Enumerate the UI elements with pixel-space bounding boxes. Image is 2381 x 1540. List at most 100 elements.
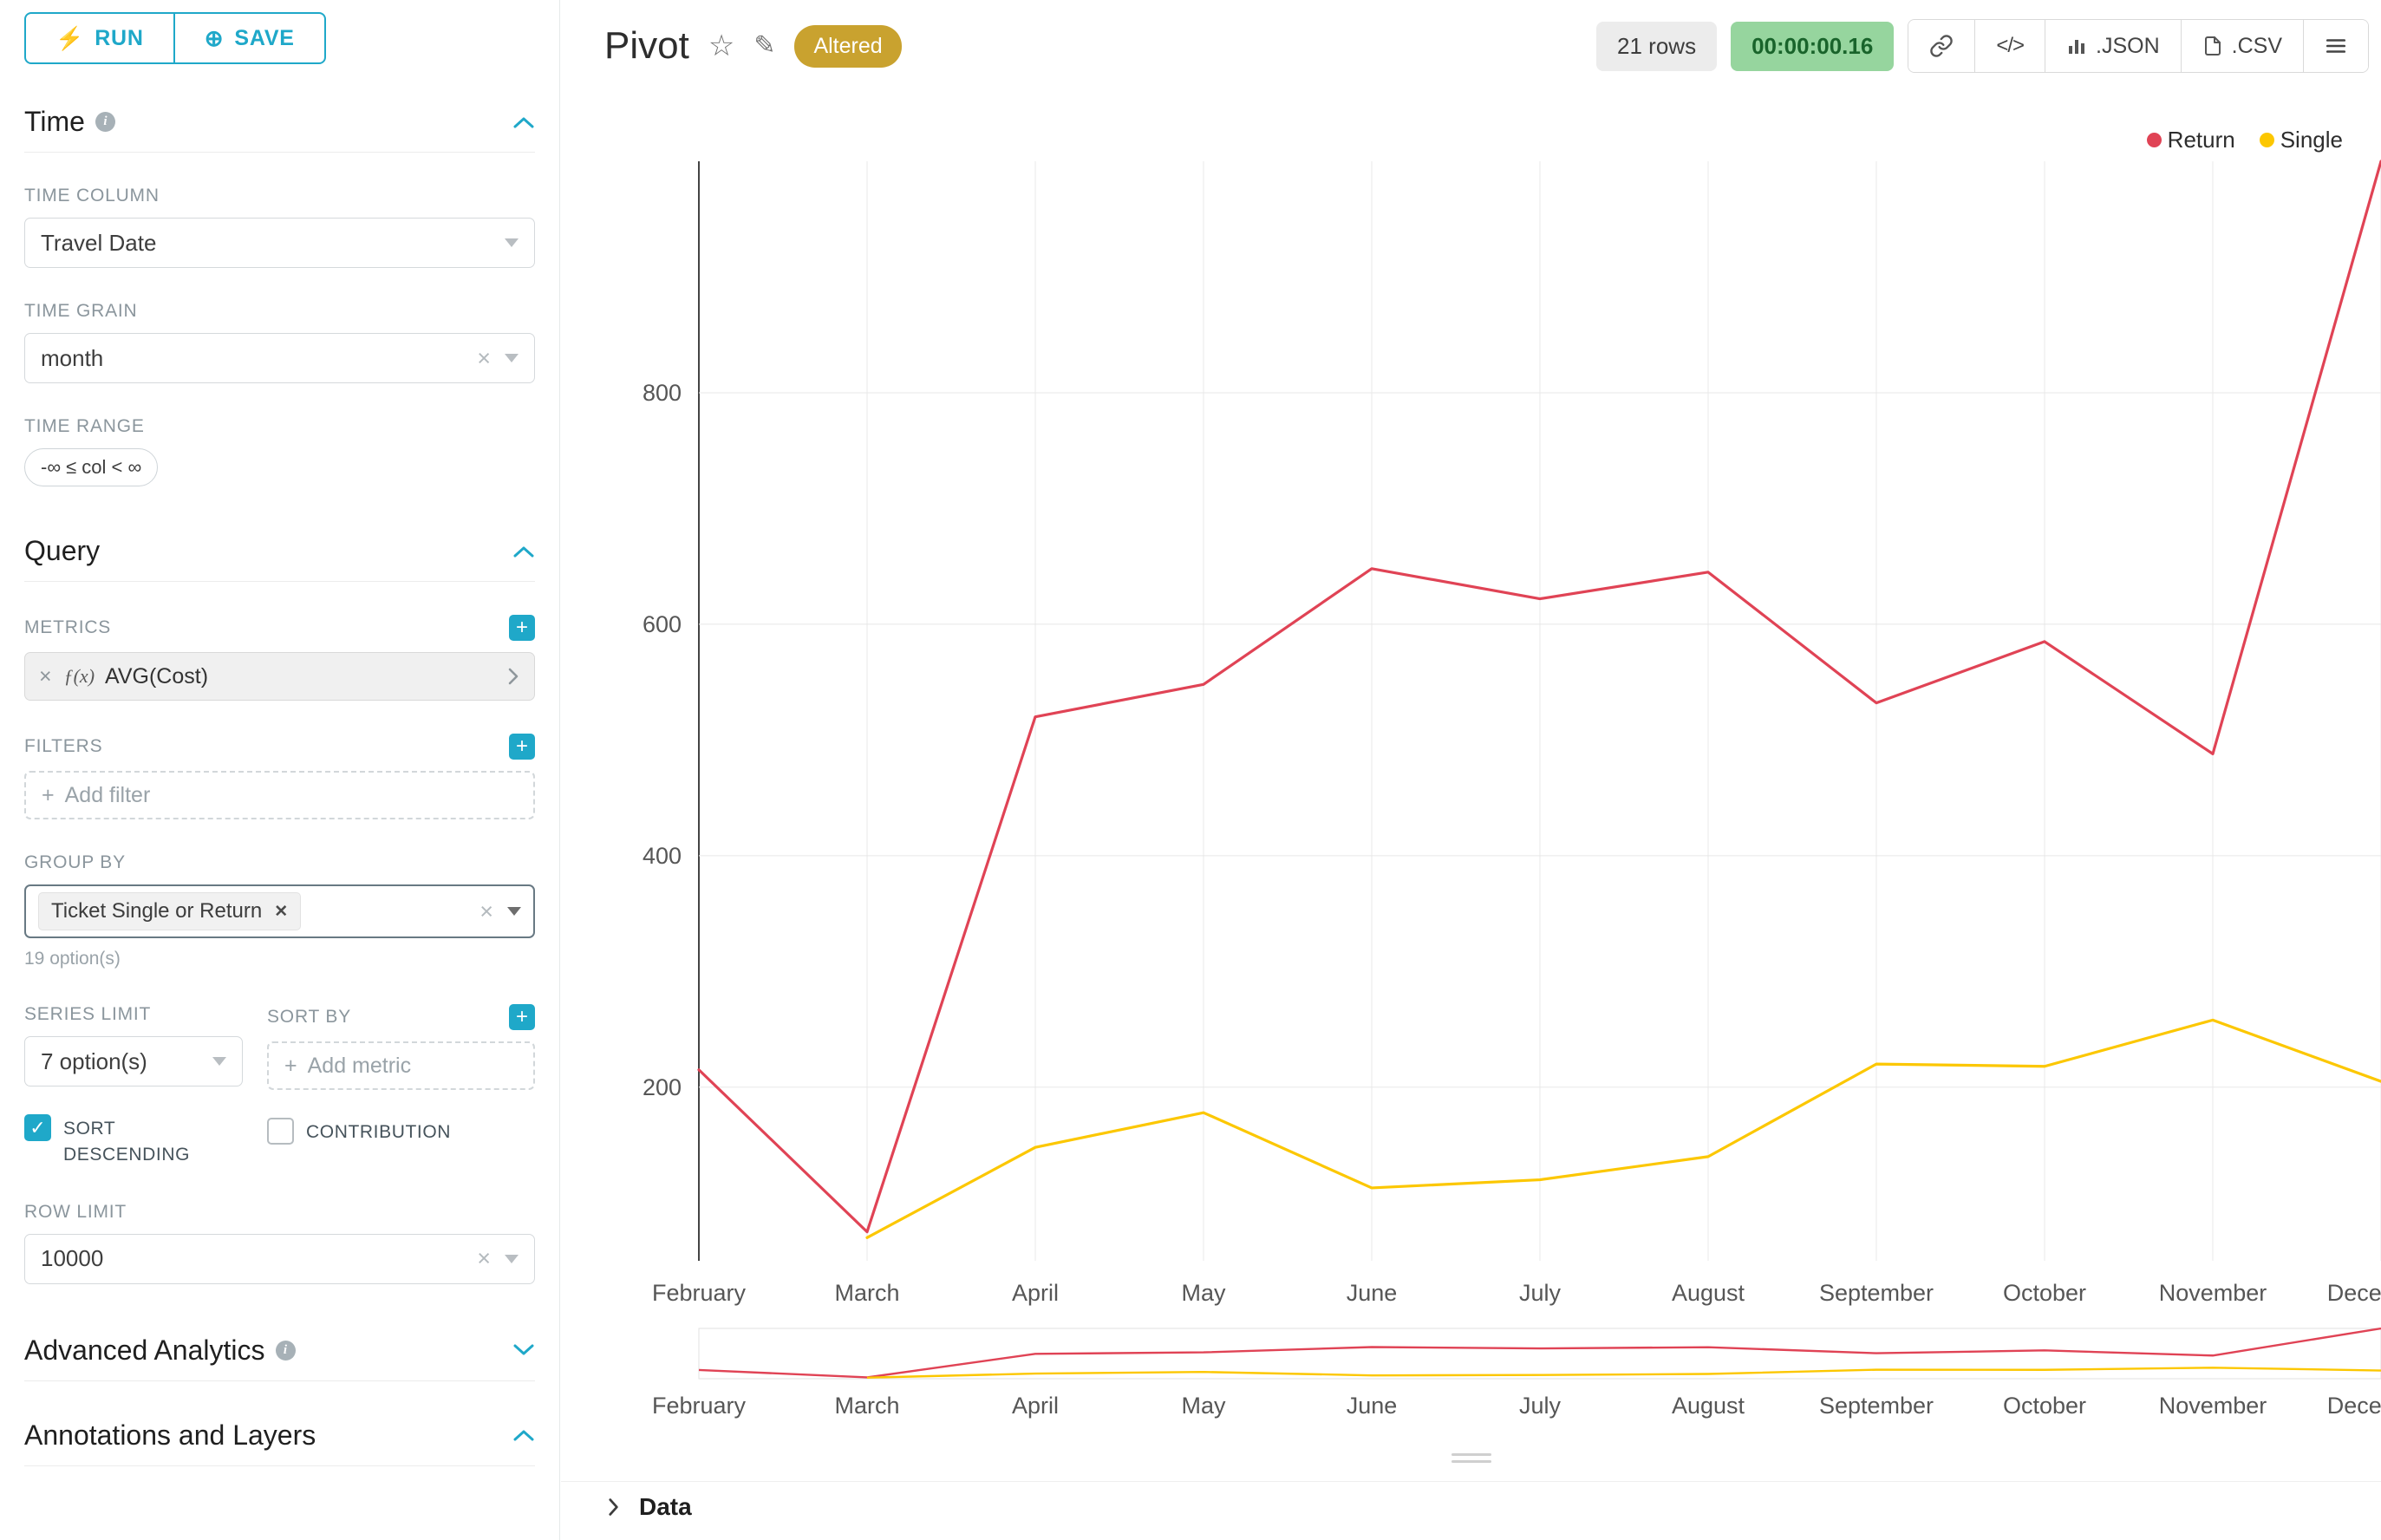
legend-dot-icon: [2259, 133, 2274, 147]
chart-legend: Return Single: [2146, 127, 2343, 153]
clear-icon[interactable]: ×: [479, 897, 493, 924]
query-section-header[interactable]: Query: [24, 535, 535, 582]
altered-badge[interactable]: Altered: [794, 24, 902, 68]
metric-pill[interactable]: × ƒ(x) AVG(Cost): [24, 652, 535, 701]
mini-chart-svg: February March April May June July August Septe…: [652, 1327, 2381, 1419]
sort-descending-label: SORT DESCENDING: [63, 1119, 191, 1165]
export-json-label: .JSON: [2096, 33, 2160, 58]
legend-item-single[interactable]: Single: [2259, 127, 2343, 153]
add-filter-button[interactable]: +: [509, 734, 535, 760]
panel-divider: [561, 1481, 2381, 1482]
remove-tag-icon[interactable]: ✕: [274, 902, 289, 921]
range-selector-chart[interactable]: February March April May June July August Septe…: [561, 1325, 2381, 1422]
caret-down-icon[interactable]: [507, 907, 521, 916]
caret-down-icon: [505, 1254, 519, 1263]
metrics-label: METRICS: [24, 617, 112, 637]
svg-text:October: October: [2003, 1393, 2086, 1419]
time-grain-select[interactable]: month ×: [24, 333, 535, 383]
chart-menu-button[interactable]: [2303, 20, 2368, 72]
svg-text:May: May: [1181, 1280, 1226, 1306]
export-json-button[interactable]: .JSON: [2045, 20, 2181, 72]
series-limit-value: 7 option(s): [41, 1047, 147, 1074]
svg-text:March: March: [834, 1280, 899, 1306]
info-icon: i: [95, 112, 115, 132]
chevron-up-icon[interactable]: [512, 545, 535, 558]
contribution-checkbox[interactable]: ✓: [267, 1118, 294, 1145]
line-chart[interactable]: 200 400 600 800 February March April May June Jul…: [561, 154, 2381, 1325]
advanced-analytics-header[interactable]: Advanced Analytics i: [24, 1334, 535, 1381]
annotations-title: Annotations and Layers: [24, 1419, 316, 1451]
group-by-options-hint: 19 option(s): [24, 949, 121, 969]
edit-icon[interactable]: ✎: [753, 31, 776, 60]
chevron-down-icon[interactable]: [512, 1343, 535, 1357]
share-link-button[interactable]: [1908, 20, 1975, 72]
clear-icon[interactable]: ×: [477, 1245, 491, 1272]
time-section-header[interactable]: Time i: [24, 106, 535, 153]
group-by-tag[interactable]: Ticket Single or Return ✕: [38, 892, 302, 930]
run-button-label: RUN: [95, 25, 144, 50]
export-toolbar: </> .JSON .CSV: [1908, 19, 2369, 73]
row-limit-select[interactable]: 10000 ×: [24, 1233, 535, 1284]
data-panel-title: Data: [639, 1493, 692, 1520]
chart-panel: Pivot ☆ ✎ Altered 21 rows 00:00:00.16 </…: [561, 0, 2381, 1540]
sort-descending-checkbox[interactable]: ✓: [24, 1114, 51, 1141]
sort-descending-option[interactable]: ✓ SORT DESCENDING: [24, 1114, 243, 1169]
metric-name: AVG(Cost): [105, 663, 209, 688]
contribution-label: CONTRIBUTION: [306, 1122, 452, 1142]
time-column-select[interactable]: Travel Date: [24, 218, 535, 268]
add-sort-metric-dropzone[interactable]: + Add metric: [267, 1041, 535, 1090]
row-count-badge: 21 rows: [1596, 21, 1718, 71]
svg-text:November: November: [2159, 1393, 2267, 1419]
svg-text:March: March: [834, 1393, 899, 1419]
add-metric-button[interactable]: +: [509, 615, 535, 641]
chevron-right-icon[interactable]: [506, 666, 520, 687]
svg-text:August: August: [1672, 1280, 1745, 1306]
chart-title: Pivot: [604, 24, 689, 67]
time-range-label: TIME RANGE: [24, 416, 145, 436]
save-button[interactable]: ⊕ SAVE: [173, 12, 326, 64]
svg-text:April: April: [1012, 1280, 1059, 1306]
svg-text:February: February: [652, 1393, 747, 1419]
export-csv-label: .CSV: [2231, 33, 2282, 58]
clear-icon[interactable]: ×: [477, 344, 491, 371]
chevron-up-icon[interactable]: [512, 115, 535, 129]
file-icon: [2204, 36, 2221, 55]
run-button[interactable]: ⚡ RUN: [24, 12, 175, 64]
svg-text:February: February: [652, 1280, 747, 1306]
chart-header: Pivot ☆ ✎ Altered 21 rows 00:00:00.16 </…: [604, 19, 2369, 73]
svg-text:April: April: [1012, 1393, 1059, 1419]
annotations-header[interactable]: Annotations and Layers: [24, 1419, 535, 1466]
query-section-title: Query: [24, 535, 101, 566]
svg-text:June: June: [1347, 1393, 1398, 1419]
plus-circle-icon: ⊕: [204, 25, 225, 51]
sort-by-label: SORT BY: [267, 1007, 352, 1027]
data-panel-toggle[interactable]: Data: [604, 1493, 692, 1521]
chevron-up-icon[interactable]: [512, 1428, 535, 1442]
remove-metric-icon[interactable]: ×: [39, 663, 52, 688]
svg-text:December: December: [2327, 1280, 2381, 1306]
add-sort-metric-button[interactable]: +: [509, 1004, 535, 1030]
view-query-button[interactable]: </>: [1974, 20, 2045, 72]
export-csv-button[interactable]: .CSV: [2180, 20, 2303, 72]
save-button-label: SAVE: [234, 25, 295, 50]
contribution-option[interactable]: ✓ CONTRIBUTION: [267, 1118, 535, 1145]
time-range-pill[interactable]: -∞ ≤ col < ∞: [24, 448, 159, 486]
svg-text:800: 800: [643, 380, 682, 406]
row-limit-value: 10000: [41, 1245, 104, 1272]
time-column-label: TIME COLUMN: [24, 186, 160, 206]
function-icon: ƒ(x): [63, 665, 95, 687]
time-section-title: Time: [24, 106, 85, 137]
group-by-combobox[interactable]: Ticket Single or Return ✕ ×: [24, 884, 535, 938]
legend-item-return[interactable]: Return: [2146, 127, 2235, 153]
series-limit-select[interactable]: 7 option(s): [24, 1036, 243, 1086]
favorite-star-icon[interactable]: ☆: [708, 29, 735, 62]
link-icon: [1930, 35, 1954, 57]
svg-text:July: July: [1519, 1280, 1562, 1306]
svg-text:November: November: [2159, 1280, 2267, 1306]
svg-text:May: May: [1181, 1393, 1226, 1419]
panel-resize-handle[interactable]: [1451, 1453, 1491, 1463]
legend-dot-icon: [2146, 133, 2162, 147]
svg-text:September: September: [1819, 1280, 1934, 1306]
add-filter-dropzone[interactable]: + Add filter: [24, 771, 535, 819]
time-column-value: Travel Date: [41, 229, 157, 256]
